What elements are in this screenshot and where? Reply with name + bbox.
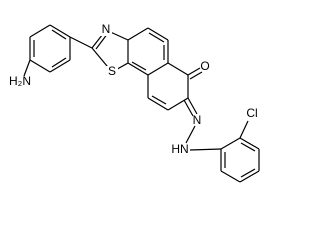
atom-label: H₂N [9,74,31,88]
atom-label: N [102,22,111,36]
atom-labels: H₂N N S O N HN Cl [9,22,258,156]
atom-label: HN [171,142,188,156]
molecule-diagram: H₂N N S O N HN Cl [9,22,260,183]
bonds [23,24,260,183]
atom-label: Cl [246,106,257,120]
atom-label: N [193,113,202,127]
atom-label: S [108,64,116,78]
atom-label: O [200,59,209,73]
